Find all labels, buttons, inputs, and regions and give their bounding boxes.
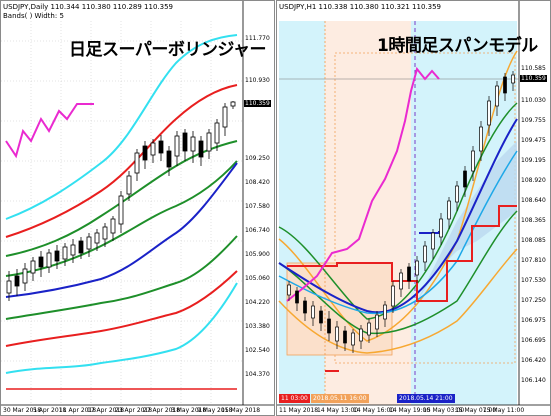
y-tick: 102.540	[245, 347, 270, 354]
y-tick: 107.530	[521, 277, 546, 284]
y-tick: 108.640	[521, 197, 546, 204]
x-tick: 15 May 03:00	[423, 407, 465, 414]
y-tick: 110.585	[521, 65, 546, 72]
y-tick: 103.380	[245, 323, 270, 330]
daily-title: 日足スーパーボリンジャー	[69, 40, 266, 60]
y-tick: 110.030	[521, 97, 546, 104]
period-label: 11 03:00	[279, 394, 310, 403]
daily-candles	[6, 101, 236, 301]
y-tick: 108.085	[521, 237, 546, 244]
y-tick: 107.810	[521, 257, 546, 264]
hourly-title: 1時間足スパンモデル	[377, 36, 538, 56]
h1-cyan-line	[278, 150, 518, 315]
x-tick: 14 May 13:00	[317, 407, 359, 414]
hourly-chart-canvas	[277, 1, 550, 406]
y-tick: 106.420	[521, 357, 546, 364]
period-label: 2018.05.11 16:00	[311, 394, 369, 403]
y-tick: 109.195	[521, 157, 546, 164]
bb-minus1-line	[5, 162, 238, 298]
x-tick: 11 May 2018	[279, 407, 319, 414]
y-tick: 104.370	[245, 371, 270, 378]
y-tick: 106.740	[245, 227, 270, 234]
period-label: 2018.05.14 21:00	[397, 394, 455, 403]
bb-minus2-line	[5, 235, 238, 320]
hourly-price-box: 110.359	[520, 75, 547, 82]
x-tick: 15 May 11:00	[483, 407, 525, 414]
x-tick: 17 Apr 2018	[87, 407, 125, 414]
hourly-chart-panel[interactable]: USDJPY,H1 110.338 110.380 110.321 110.35…	[276, 0, 551, 416]
daily-price-box: 110.359	[244, 100, 271, 107]
y-tick: 110.930	[245, 77, 270, 84]
bb-plus3-line	[5, 34, 238, 220]
h1-chikou-line	[286, 66, 440, 302]
bb-minus4-line	[5, 282, 238, 374]
y-tick: 109.250	[245, 155, 270, 162]
y-tick: 106.695	[521, 337, 546, 344]
x-tick: 14 May 19:00	[389, 407, 431, 414]
y-tick: 109.475	[521, 137, 546, 144]
h1-green-upper	[278, 102, 518, 320]
hourly-candles	[287, 71, 515, 353]
y-tick: 105.900	[245, 251, 270, 258]
x-tick: 9 May 2018	[197, 407, 233, 414]
h1-red-step-line	[287, 205, 517, 302]
y-tick: 109.755	[521, 117, 546, 124]
y-tick: 107.580	[245, 203, 270, 210]
x-tick: 11 Apr 2018	[59, 407, 97, 414]
daily-chart-canvas	[1, 1, 274, 406]
x-tick: 5 Apr 2018	[33, 407, 67, 414]
y-tick: 108.920	[521, 177, 546, 184]
y-tick: 108.420	[245, 179, 270, 186]
x-tick: 30 Mar 2018	[3, 407, 42, 414]
y-tick: 106.975	[521, 317, 546, 324]
daily-chart-panel[interactable]: USDJPY,Daily 110.344 110.380 110.289 110…	[0, 0, 275, 416]
x-tick: 15 May 2018	[221, 407, 261, 414]
y-tick: 111.770	[245, 35, 270, 42]
daily-header: USDJPY,Daily 110.344 110.380 110.289 110…	[3, 3, 173, 11]
x-tick: 27 Apr 2018	[143, 407, 181, 414]
y-tick: 108.365	[521, 217, 546, 224]
x-tick: 15 May 07:00	[455, 407, 497, 414]
bb-minus3-line	[5, 270, 238, 347]
bb-plus2-line	[5, 84, 238, 238]
y-tick: 106.140	[521, 377, 546, 384]
h1-lower-band	[278, 248, 518, 354]
daily-subheader: Bands( ) Width: 5	[3, 12, 64, 20]
h1-green-lower	[278, 210, 518, 335]
x-tick: 23 Apr 2018	[115, 407, 153, 414]
h1-blue-line	[278, 118, 518, 314]
x-tick: 14 May 16:00	[353, 407, 395, 414]
x-tick: 3 May 2018	[171, 407, 207, 414]
y-tick: 107.250	[521, 297, 546, 304]
y-tick: 105.060	[245, 275, 270, 282]
chikou-span-line	[5, 103, 94, 159]
hourly-header: USDJPY,H1 110.338 110.380 110.321 110.35…	[279, 3, 441, 11]
y-tick: 104.220	[245, 299, 270, 306]
